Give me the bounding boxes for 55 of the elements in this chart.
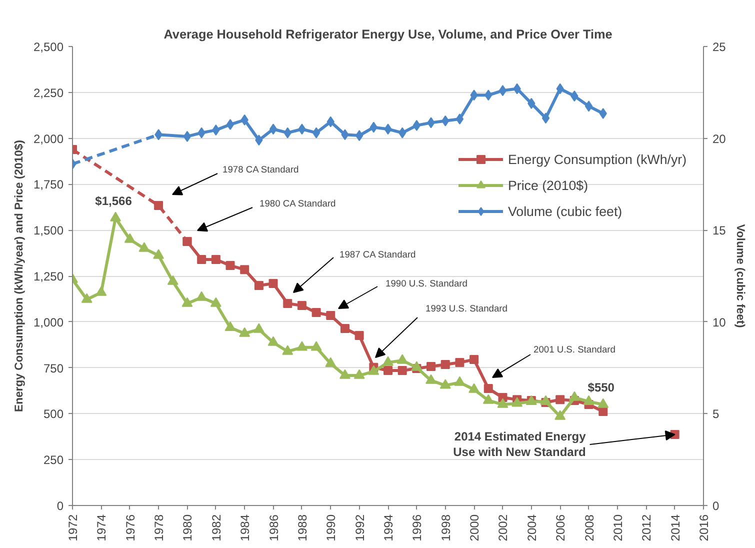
x-tick-label: 1982 [209,514,224,542]
x-tick-label: 2000 [468,514,482,542]
x-tick-label: 1974 [94,514,109,542]
y2-tick-label: 15 [712,224,726,238]
x-tick-label: 1992 [352,514,367,542]
x-tick-label: 2004 [524,514,539,542]
y2-axis-title: Volume (cubic feet) [734,224,746,328]
x-tick-label: 1990 [324,514,338,542]
x-tick-label: 2016 [697,514,711,542]
chart-title: Average Household Refrigerator Energy Use, Volume, and Price Over Time [164,28,612,42]
y-tick-label: 500 [43,407,64,422]
x-tick-label: 2014 [668,514,682,542]
annotation: 1987 CA Standard [340,250,416,260]
data-label: $550 [588,380,615,395]
x-tick-label: 1998 [438,514,453,542]
x-tick-label: 2010 [610,514,625,542]
annotation: 1980 CA Standard [260,198,336,208]
x-tick-label: 1984 [238,514,252,542]
annotation: 1978 CA Standard [222,164,299,174]
y-tick-label: 250 [43,453,64,468]
annotation: 1990 U.S. Standard [386,278,468,288]
x-tick-label: 1986 [266,514,281,542]
y2-tick-label: 5 [712,407,720,422]
x-tick-label: 1994 [382,514,396,542]
data-label: $1,566 [95,194,132,208]
annotation: 2014 Estimated Energy Use with New Standard [453,430,586,460]
annotation: 1993 U.S. Standard [426,304,508,314]
y-tick-label: 2,250 [33,86,64,100]
legend-label: Price (2010$) [508,178,588,192]
x-tick-label: 1996 [410,514,424,542]
x-tick-label: 1980 [180,514,195,542]
x-tick-label: 1988 [295,514,310,542]
y-axis-title: Energy Consumption (kWh/year) and Price (2010$) [13,140,26,412]
x-tick-label: 2006 [554,514,568,542]
y2-tick-label: 20 [712,132,726,146]
x-tick-label: 1978 [152,514,166,542]
legend-label: Energy Consumption (kWh/yr) [508,152,687,166]
y-tick-label: 750 [43,361,64,376]
y2-tick-label: 25 [712,40,726,54]
y-tick-label: 1,500 [33,224,64,238]
y-tick-label: 2,000 [33,132,64,146]
legend-label: Volume (cubic feet) [508,204,622,218]
x-tick-label: 2012 [640,514,654,542]
y-tick-label: 2,500 [33,40,64,54]
x-tick-label: 1976 [123,514,138,542]
annotation: 2001 U.S. Standard [534,344,616,354]
y-tick-label: 1,000 [33,315,64,330]
y2-tick-label: 10 [712,315,726,330]
x-tick-label: 1972 [66,514,80,542]
x-tick-label: 2008 [582,514,596,542]
y2-tick-label: 0 [712,499,720,513]
y-tick-label: 1,750 [33,178,64,192]
x-tick-label: 2002 [496,514,510,542]
y-tick-label: 1,250 [33,270,64,284]
y-tick-label: 0 [56,499,64,513]
